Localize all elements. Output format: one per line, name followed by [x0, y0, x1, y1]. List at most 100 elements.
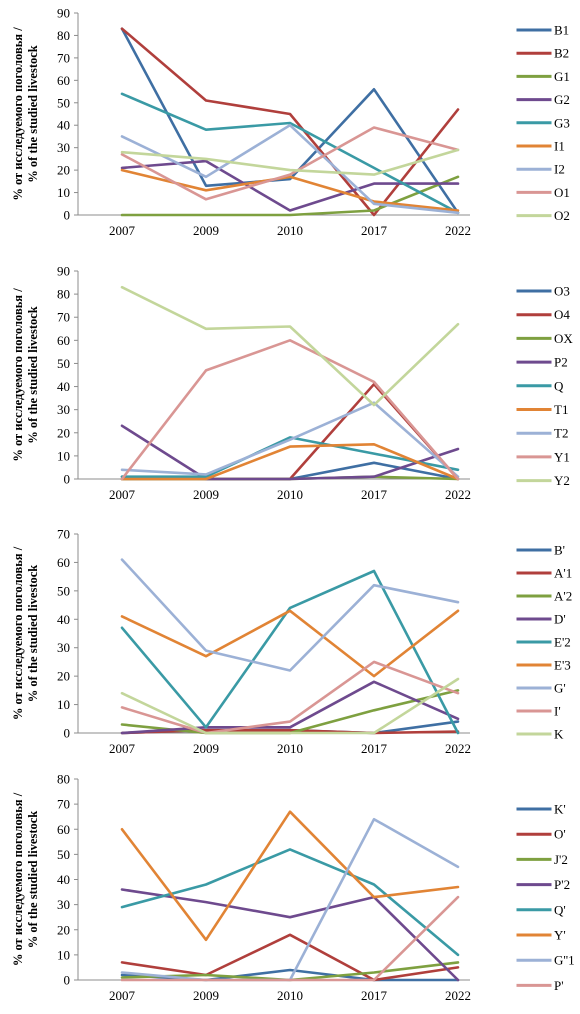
series-line-O1	[120, 126, 460, 201]
legend-entry: P'2	[554, 877, 570, 892]
y-tick-label: 50	[57, 356, 70, 371]
legend-entry: I2	[554, 162, 565, 177]
series-line-P'2	[120, 888, 460, 982]
x-tick-label: 2010	[277, 741, 303, 756]
y-axis-label-line: % of the studied livestock	[26, 811, 40, 949]
x-tick-label: 2010	[277, 988, 303, 1003]
y-tick-label: 50	[57, 95, 70, 110]
legend-entry: OX	[554, 331, 573, 346]
y-tick-label: 0	[64, 726, 71, 741]
legend-entry: G3	[554, 115, 570, 130]
y-tick-label: 0	[64, 973, 71, 988]
x-tick-label: 2010	[277, 487, 303, 502]
y-axis-label-line: % of the studied livestock	[26, 565, 40, 703]
y-tick-label: 70	[57, 310, 70, 325]
legend-entry: P2	[554, 355, 568, 370]
series-line-G''1	[120, 817, 460, 982]
x-tick-label: 2009	[193, 223, 219, 238]
y-tick-label: 50	[57, 583, 70, 598]
legend-entry: A'2	[554, 589, 572, 604]
series-line-Q	[120, 436, 460, 479]
y-axis-label-line: % от исследуемого поголовья /	[11, 288, 25, 462]
series-line-B1	[120, 27, 460, 215]
y-tick-label: 60	[57, 555, 70, 570]
legend-entry: O4	[554, 307, 570, 322]
legend-entry: A'1	[554, 566, 572, 581]
series-line-P'	[120, 895, 460, 982]
legend-entry: Y'	[554, 928, 566, 943]
series-line-I1	[120, 168, 460, 212]
y-tick-label: 80	[57, 287, 70, 302]
series-line-O2	[120, 148, 460, 176]
series-line-K	[120, 677, 460, 735]
series-line-D'	[120, 680, 460, 735]
legend-entry: O1	[554, 185, 570, 200]
series-line-P2	[120, 424, 460, 481]
legend-entry: P'	[554, 978, 564, 993]
y-tick-label: 80	[57, 772, 70, 787]
x-tick-label: 2022	[445, 988, 471, 1003]
legend-entry: K'	[554, 802, 566, 817]
legend-entry: G''1	[554, 953, 575, 968]
x-tick-label: 2010	[277, 223, 303, 238]
series-line-G1	[120, 175, 460, 217]
series-line-I2	[120, 123, 460, 215]
y-tick-label: 10	[57, 185, 70, 200]
series-line-T2	[120, 401, 460, 479]
y-axis-label: % от исследуемого поголовья /% of the st…	[11, 27, 40, 201]
series-line-O'	[120, 933, 460, 982]
y-tick-label: 60	[57, 73, 70, 88]
legend-entry: O2	[554, 208, 570, 223]
legend-entry: Q	[554, 378, 564, 393]
y-tick-label: 40	[57, 872, 70, 887]
legend-entry: Y2	[554, 473, 570, 488]
chart-1: 0 10 20 30 40 50 60 70 80 90 2007 2009 2010 2017 2022%…	[11, 6, 570, 239]
y-axis-label-line: % of the studied livestock	[26, 306, 40, 444]
y-axis-label-line: % of the studied livestock	[26, 45, 40, 183]
x-tick-label: 2017	[361, 223, 388, 238]
y-axis-label: % от исследуемого поголовья /% of the st…	[11, 546, 40, 720]
y-tick-label: 40	[57, 379, 70, 394]
x-tick-label: 2007	[109, 223, 136, 238]
series-line-B2	[120, 27, 460, 217]
x-tick-label: 2007	[109, 988, 136, 1003]
legend-entry: K	[554, 727, 564, 742]
legend-entry: B1	[554, 23, 569, 38]
series-line-T1	[120, 442, 460, 481]
chart-4: 0 10 20 30 40 50 60 70 80 2007 2009 2010 2017 2022 % о…	[11, 772, 575, 1004]
x-tick-label: 2017	[361, 487, 388, 502]
y-tick-label: 20	[57, 163, 70, 178]
legend-entry: E'3	[554, 658, 571, 673]
legend-entry: D'	[554, 612, 566, 627]
series-line-Y'	[120, 810, 460, 942]
series-line-Y1	[120, 338, 460, 481]
x-tick-label: 2017	[361, 741, 388, 756]
legend-entry: O3	[554, 284, 570, 299]
legend-entry: B2	[554, 46, 569, 61]
legend-entry: I1	[554, 139, 565, 154]
x-tick-label: 2009	[193, 741, 219, 756]
x-tick-label: 2009	[193, 487, 219, 502]
y-tick-label: 80	[57, 28, 70, 43]
y-tick-label: 10	[57, 947, 70, 962]
y-tick-label: 10	[57, 448, 70, 463]
y-tick-label: 20	[57, 922, 70, 937]
series-line-E'3	[120, 609, 460, 678]
legend-entry: T2	[554, 426, 568, 441]
y-tick-label: 10	[57, 697, 70, 712]
chart-3: 0 10 20 30 40 50 60 70 2007 2009 2010 2017 2022 % от …	[11, 527, 572, 757]
y-tick-label: 70	[57, 527, 70, 542]
y-tick-label: 50	[57, 847, 70, 862]
series-line-I'	[120, 660, 460, 735]
y-axis-label-line: % от исследуемого поголовья /	[11, 792, 25, 966]
legend-entry: O'	[554, 827, 566, 842]
y-tick-label: 60	[57, 333, 70, 348]
x-tick-label: 2022	[445, 741, 471, 756]
legend-entry: Y1	[554, 449, 570, 464]
x-tick-label: 2022	[445, 223, 471, 238]
y-axis-label-line: % от исследуемого поголовья /	[11, 27, 25, 201]
y-tick-label: 40	[57, 118, 70, 133]
y-tick-label: 90	[57, 264, 70, 279]
y-tick-label: 60	[57, 822, 70, 837]
legend-entry: G'	[554, 681, 566, 696]
